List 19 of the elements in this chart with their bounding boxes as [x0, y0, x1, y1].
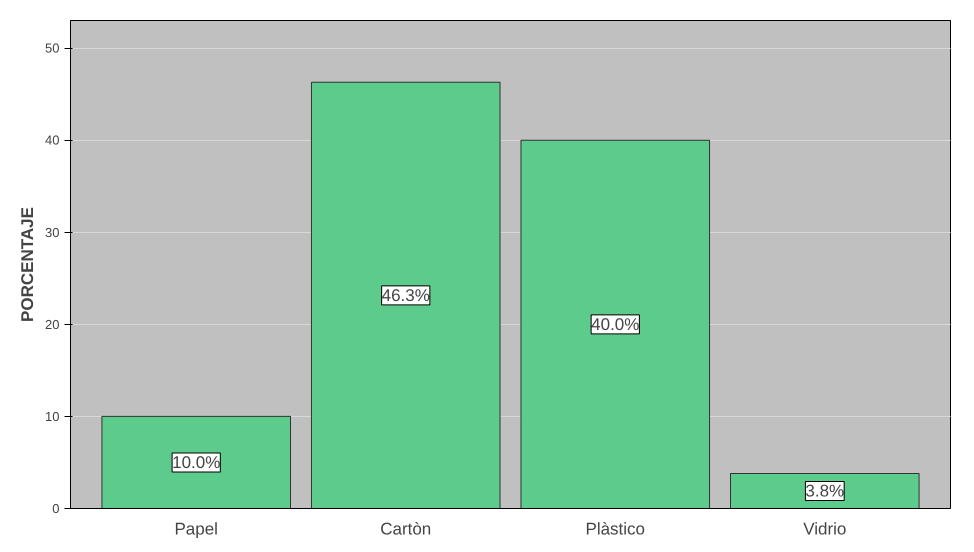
data-label: 40.0% — [591, 314, 640, 334]
y-tick-label: 40 — [45, 132, 60, 148]
bar — [101, 416, 291, 508]
data-label: 46.3% — [382, 286, 430, 305]
y-tick-label: 50 — [45, 40, 60, 56]
bar — [730, 473, 920, 508]
data-label: 3.8% — [805, 482, 844, 501]
x-tick-label: Cartòn — [380, 520, 432, 538]
x-tick-label: Plàstico — [586, 520, 646, 538]
x-tick-label: Vidrio — [803, 520, 846, 538]
y-tick-label: 0 — [52, 501, 60, 516]
y-tick-label: 20 — [45, 316, 60, 332]
bar — [310, 82, 501, 508]
bar — [520, 140, 710, 508]
y-axis-title: PORCENTAJE — [18, 207, 38, 322]
y-tick-label: 10 — [45, 408, 60, 424]
data-label: 10.0% — [172, 452, 220, 472]
y-tick-label: 30 — [45, 224, 60, 240]
x-tick-label: Papel — [174, 520, 218, 538]
